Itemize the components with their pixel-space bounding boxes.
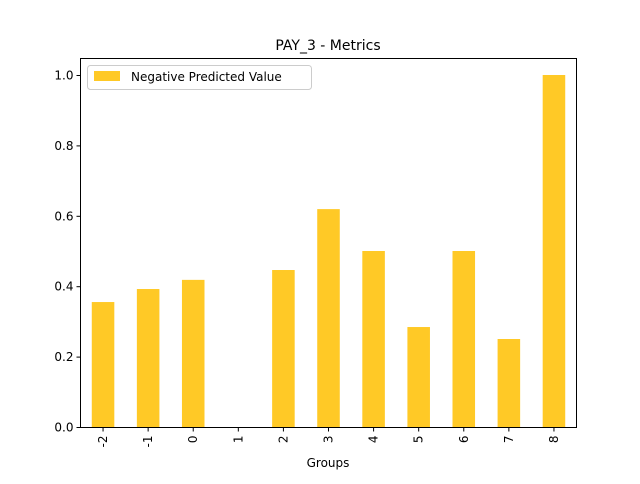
y-tick-label: 0.6 [54,209,73,223]
bar-2 [272,270,295,427]
x-tick-label: -1 [141,436,155,448]
x-tick-label: 5 [412,436,426,444]
bar-3 [317,209,340,427]
y-tick-label: 0.8 [54,139,73,153]
y-tick-label: 1.0 [54,69,73,83]
plot-frame [80,58,577,428]
x-tick-label: -2 [96,436,110,448]
bar-8 [542,75,566,427]
x-tick-label: 6 [457,436,471,444]
bar-7 [497,339,521,427]
x-tick-label: 8 [547,436,561,444]
bar-4 [362,251,385,427]
x-tick-label: 1 [231,436,245,444]
chart-title: PAY_3 - Metrics [275,38,380,54]
bar--2 [91,302,115,427]
y-tick-label: 0.0 [54,421,73,435]
bar--1 [136,289,160,427]
x-tick-label: 0 [186,436,200,444]
legend: Negative Predicted Value [87,65,312,90]
bar-0 [181,279,205,427]
bar-6 [452,251,476,427]
x-tick-label: 2 [276,436,290,444]
legend-swatch [94,71,120,81]
bar-5 [407,327,430,427]
legend-label: Negative Predicted Value [131,70,282,84]
x-tick-label: 4 [367,436,381,444]
x-tick-label: 7 [502,436,516,444]
y-tick-label: 0.2 [54,350,73,364]
x-tick-label: 3 [322,436,336,444]
x-axis-label: Groups [307,456,350,470]
y-tick-label: 0.4 [54,280,73,294]
